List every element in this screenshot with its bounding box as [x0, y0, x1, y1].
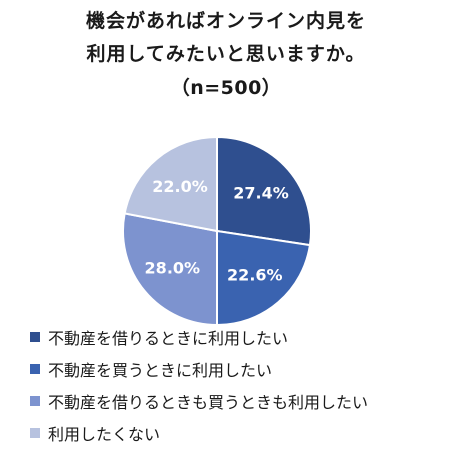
legend-label-2: 不動産を買うときに利用したい	[48, 361, 273, 380]
pie-data-label-3: 28.0%	[145, 258, 201, 277]
pie-slice-3	[122, 212, 218, 327]
pie-data-labels: 27.4% 22.6% 28.0% 22.0%	[145, 177, 289, 285]
legend-label-1: 不動産を借りるときに利用したい	[48, 329, 289, 348]
legend-label-4: 利用したくない	[48, 425, 161, 444]
chart-title-line-2: 利用してみたいと思いますか。	[86, 43, 366, 65]
chart-legend: 不動産を借りるときに利用したい 不動産を買うときに利用したい不動産を借りるときも買…	[30, 325, 368, 453]
chart-title-line-1: 機会があればオンライン内見を	[85, 10, 366, 32]
pie-slice-2	[216, 229, 312, 327]
legend-label-3: 不動産を借りるときも買うときも利用したい	[48, 393, 369, 412]
legend-item-2: 不動産を買うときに利用したい	[30, 357, 368, 381]
chart-subtitle-sample-size: （n=500）	[170, 77, 282, 99]
legend-item-4: 利用したくない	[30, 421, 368, 445]
legend-item-1: 不動産を借りるときに利用したい	[30, 325, 368, 349]
pie-slices	[122, 135, 312, 327]
pie-slice-1	[216, 135, 312, 247]
legend-swatch-2	[30, 364, 40, 374]
legend-swatch-4	[30, 428, 40, 438]
pie-data-label-2: 22.6%	[227, 265, 283, 284]
pie-slice-4	[123, 135, 218, 233]
legend-swatch-3	[30, 396, 40, 406]
pie-data-label-1: 27.4%	[233, 184, 289, 203]
legend-swatch-1	[30, 332, 40, 342]
pie-data-label-4: 22.0%	[152, 177, 208, 196]
legend-item-3: 不動産を借りるときも買うときも利用したい	[30, 389, 368, 413]
